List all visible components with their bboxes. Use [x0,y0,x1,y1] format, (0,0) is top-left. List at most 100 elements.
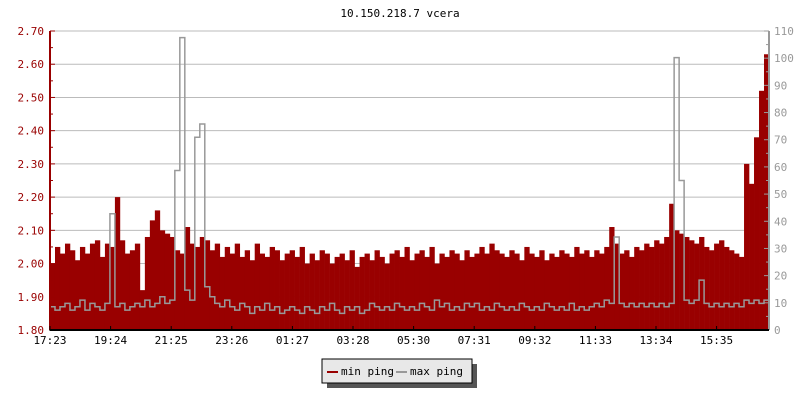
max-ping-series [50,36,769,315]
min-ping-bar [114,197,121,330]
min-ping-bar [469,256,475,330]
x-tick-label: 19:24 [94,334,127,347]
min-ping-bar [134,243,141,330]
min-ping-bar [299,246,305,330]
min-ping-bar [79,246,86,330]
min-ping-bar [489,243,495,330]
min-ping-bar [164,233,171,330]
min-ping-bar [729,250,735,330]
y2-tick-label: 100 [774,52,794,65]
min-ping-bar [674,230,680,330]
y-tick-label: 2.00 [18,258,45,271]
min-ping-bar [754,137,760,330]
y-tick-label: 2.70 [18,25,45,38]
min-ping-bar [279,260,285,330]
min-ping-bar [419,250,425,330]
y2-tick-label: 30 [774,242,787,255]
min-ping-bar [149,220,156,330]
y-tick-label: 1.90 [18,291,45,304]
min-ping-bar [74,260,81,330]
min-ping-bar [644,243,650,330]
min-ping-bar [534,256,540,330]
y-tick-label: 2.40 [18,125,45,138]
min-ping-bar [739,256,745,330]
min-ping-bar [669,203,675,330]
min-ping-bar [64,243,71,330]
min-ping-bar [289,250,295,330]
min-ping-bar [329,263,335,330]
y2-tick-label: 40 [774,215,787,228]
y2-tick-label: 80 [774,107,787,120]
min-ping-bar [409,260,415,330]
min-ping-bar [444,256,450,330]
min-ping-bar [334,256,340,330]
min-ping-bar [199,236,206,330]
min-ping-bar [684,236,690,330]
min-ping-bar [589,256,595,330]
min-ping-bar [514,253,520,330]
min-ping-bar [214,243,221,330]
min-ping-bar [614,243,620,330]
x-tick-label: 17:23 [33,334,66,347]
min-ping-bar [524,246,530,330]
y2-tick-label: 20 [774,270,787,283]
min-ping-bar [619,253,625,330]
min-ping-bar [704,246,710,330]
legend: min ping max ping [321,358,477,388]
min-ping-bar [129,250,136,330]
min-ping-bar [104,243,111,330]
min-ping-bar [634,246,640,330]
min-ping-bar [414,253,420,330]
min-ping-bar [354,266,360,330]
min-ping-bar [379,256,385,330]
min-ping-bar [264,256,270,330]
x-tick-label: 09:32 [518,334,551,347]
min-ping-bar [189,243,196,330]
min-ping-bar [54,246,61,330]
min-ping-bar [324,253,330,330]
y-tick-label: 1.80 [18,324,45,337]
min-ping-bar [359,256,365,330]
min-ping-bar [99,256,106,330]
min-ping-bar [579,253,585,330]
min-ping-bar [539,250,545,330]
min-ping-bar [554,256,560,330]
min-ping-bar [659,243,665,330]
x-tick-label: 07:31 [458,334,491,347]
x-tick-label: 03:28 [336,334,369,347]
min-ping-bar [424,256,430,330]
min-ping-bar [284,253,290,330]
min-ping-bar [639,250,645,330]
min-ping-bar [229,253,236,330]
x-tick-label: 11:33 [579,334,612,347]
y2-tick-label: 90 [774,79,787,92]
min-ping-series [50,54,770,330]
min-ping-bar [724,246,730,330]
min-ping-bar [599,253,605,330]
min-ping-bar [89,243,96,330]
min-ping-bar [494,250,500,330]
min-ping-bar [449,250,455,330]
chart-title: 10.150.218.7 vcera [340,7,459,20]
min-ping-bar [389,253,395,330]
min-ping-bar [399,256,405,330]
legend-label-min-ping: min ping [341,365,394,378]
x-tick-label: 05:30 [397,334,430,347]
min-ping-bar [179,253,186,330]
min-ping-bar [504,256,510,330]
min-ping-bar [694,243,700,330]
min-ping-bar [404,246,410,330]
min-ping-bar [689,240,695,330]
axes: 1.80 1.90 2.00 2.10 2.20 2.30 2.40 2.50 2.60 2.70… [18,25,794,347]
min-ping-bar [244,250,251,330]
x-tick-label: 23:26 [215,334,248,347]
y-tick-label: 2.30 [18,158,45,171]
min-ping-bar [649,246,655,330]
min-ping-bar [69,250,76,330]
min-ping-bar [374,250,380,330]
min-ping-bar [154,210,161,330]
x-tick-label: 21:25 [155,334,188,347]
min-ping-bar [109,246,116,330]
min-ping-bar [454,253,460,330]
min-ping-bar [474,253,480,330]
